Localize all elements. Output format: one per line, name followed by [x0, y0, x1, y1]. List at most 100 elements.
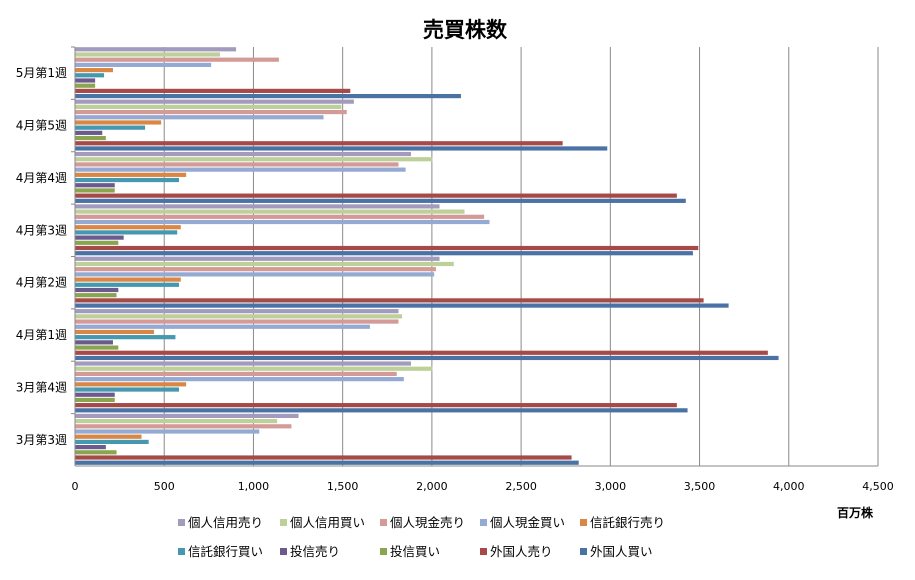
category-label: 4月第5週 — [16, 119, 67, 133]
legend-item: 信託銀行買い — [178, 544, 263, 559]
bar-投信買い-4月第1週 — [75, 345, 119, 350]
bar-個人信用買い-4月第3週 — [75, 209, 465, 214]
legend-swatch — [178, 519, 185, 526]
bar-投信売り-3月第3週 — [75, 445, 106, 450]
x-axis-unit-label: 百万株 — [837, 505, 874, 520]
axes — [71, 46, 878, 467]
bar-個人現金売り-4月第2週 — [75, 267, 436, 272]
bar-外国人買い-3月第3週 — [75, 460, 579, 465]
legend-item: 個人信用売り — [178, 515, 263, 530]
bar-信託銀行売り-4月第4週 — [75, 172, 187, 177]
bar-投信買い-4月第5週 — [75, 135, 106, 141]
x-tick-label: 2,000 — [416, 480, 448, 493]
bar-個人現金売り-4月第3週 — [75, 214, 485, 219]
legend-item: 外国人売り — [480, 544, 553, 559]
bar-外国人買い-4月第1週 — [75, 355, 779, 361]
bar-外国人買い-4月第3週 — [75, 251, 693, 256]
bar-個人信用売り-4月第1週 — [75, 309, 399, 314]
legend-label: 外国人売り — [490, 544, 553, 559]
category-labels: 5月第1週 4月第5週 4月第4週 4月第3週 4月第2週 4月第1週 3月第4週 3月第3週 — [16, 66, 67, 447]
bar-個人信用買い-4月第2週 — [75, 261, 454, 267]
legend-swatch — [380, 548, 387, 555]
legend-label: 信託銀行買い — [188, 544, 263, 559]
bar-個人信用買い-5月第1週 — [75, 52, 221, 57]
bar-投信買い-4月第2週 — [75, 293, 117, 298]
x-tick-label: 4,000 — [773, 480, 805, 493]
x-tick-label: 4,500 — [862, 480, 894, 493]
bar-投信買い-3月第3週 — [75, 450, 117, 455]
bar-個人信用売り-4月第2週 — [75, 256, 440, 261]
bar-信託銀行売り-4月第5週 — [75, 120, 162, 125]
legend-swatch — [280, 548, 287, 555]
legend-item: 投信売り — [280, 544, 340, 559]
bar-個人現金売り-4月第4週 — [75, 162, 399, 167]
bar-外国人売り-5月第1週 — [75, 88, 351, 93]
bar-信託銀行買い-4月第5週 — [75, 125, 146, 130]
legend-label: 個人信用売り — [188, 515, 263, 530]
legend-item: 外国人買い — [580, 544, 653, 559]
legend-item: 個人現金売り — [380, 515, 465, 530]
legend-item: 個人信用買い — [280, 515, 365, 530]
bar-個人現金買い-4月第4週 — [75, 167, 406, 172]
bar-信託銀行買い-4月第2週 — [75, 282, 179, 287]
bar-個人現金買い-4月第1週 — [75, 324, 370, 329]
bar-個人信用買い-4月第4週 — [75, 157, 433, 162]
bar-個人信用売り-4月第5週 — [75, 99, 354, 104]
bar-個人信用売り-3月第3週 — [75, 413, 299, 419]
legend-item: 個人現金買い — [480, 515, 565, 530]
legend-label: 個人現金買い — [490, 515, 565, 530]
bar-個人信用買い-3月第3週 — [75, 419, 278, 424]
x-tick-label: 500 — [154, 480, 175, 493]
bar-投信売り-4月第4週 — [75, 183, 115, 188]
bar-外国人売り-3月第4週 — [75, 403, 677, 408]
x-tick-label: 0 — [72, 480, 79, 493]
bar-個人現金売り-3月第4週 — [75, 371, 397, 377]
bar-個人現金買い-4月第5週 — [75, 115, 324, 120]
legend-label: 信託銀行売り — [590, 515, 665, 530]
bar-個人信用売り-3月第4週 — [75, 361, 411, 366]
x-tick-label: 2,500 — [505, 480, 537, 493]
bar-投信買い-4月第4週 — [75, 188, 115, 193]
bar-個人現金買い-5月第1週 — [75, 62, 212, 67]
bar-信託銀行売り-3月第3週 — [75, 434, 142, 439]
x-tick-label: 3,500 — [684, 480, 716, 493]
legend-label: 投信売り — [290, 544, 340, 559]
category-label: 4月第1週 — [16, 328, 67, 342]
bars — [75, 47, 779, 465]
x-tick-label: 1,000 — [238, 480, 270, 493]
category-label: 3月第4週 — [16, 380, 67, 394]
category-label: 3月第3週 — [16, 433, 67, 447]
bar-信託銀行買い-4月第1週 — [75, 335, 176, 340]
bar-個人現金売り-5月第1週 — [75, 57, 279, 62]
bar-信託銀行売り-5月第1週 — [75, 67, 113, 73]
bar-投信売り-4月第3週 — [75, 235, 124, 240]
bar-外国人売り-3月第3週 — [75, 455, 572, 460]
bar-信託銀行売り-4月第2週 — [75, 277, 181, 282]
legend-swatch — [580, 548, 587, 555]
bar-外国人売り-4月第5週 — [75, 141, 563, 146]
bar-信託銀行買い-4月第4週 — [75, 177, 179, 183]
category-label: 4月第4週 — [16, 171, 67, 185]
bar-外国人売り-4月第4週 — [75, 193, 677, 198]
bar-個人現金買い-3月第3週 — [75, 429, 260, 434]
bar-外国人買い-5月第1週 — [75, 93, 461, 99]
x-tick-label: 3,000 — [595, 480, 627, 493]
bar-個人信用買い-4月第1週 — [75, 314, 403, 319]
legend-label: 個人信用買い — [290, 515, 365, 530]
bar-個人現金買い-4月第3週 — [75, 219, 490, 225]
bar-投信売り-4月第5週 — [75, 130, 103, 135]
bar-外国人売り-4月第1週 — [75, 350, 768, 355]
bar-信託銀行売り-4月第1週 — [75, 329, 155, 335]
bar-外国人売り-4月第2週 — [75, 298, 704, 303]
bar-信託銀行買い-3月第3週 — [75, 439, 149, 445]
legend-swatch — [480, 548, 487, 555]
bar-外国人売り-4月第3週 — [75, 245, 699, 251]
bar-個人信用売り-5月第1週 — [75, 47, 237, 52]
bar-信託銀行買い-5月第1週 — [75, 73, 105, 78]
bar-外国人買い-4月第4週 — [75, 198, 686, 203]
bar-個人現金売り-4月第5週 — [75, 109, 347, 115]
bar-信託銀行買い-4月第3週 — [75, 230, 178, 235]
legend-label: 外国人買い — [590, 544, 653, 559]
